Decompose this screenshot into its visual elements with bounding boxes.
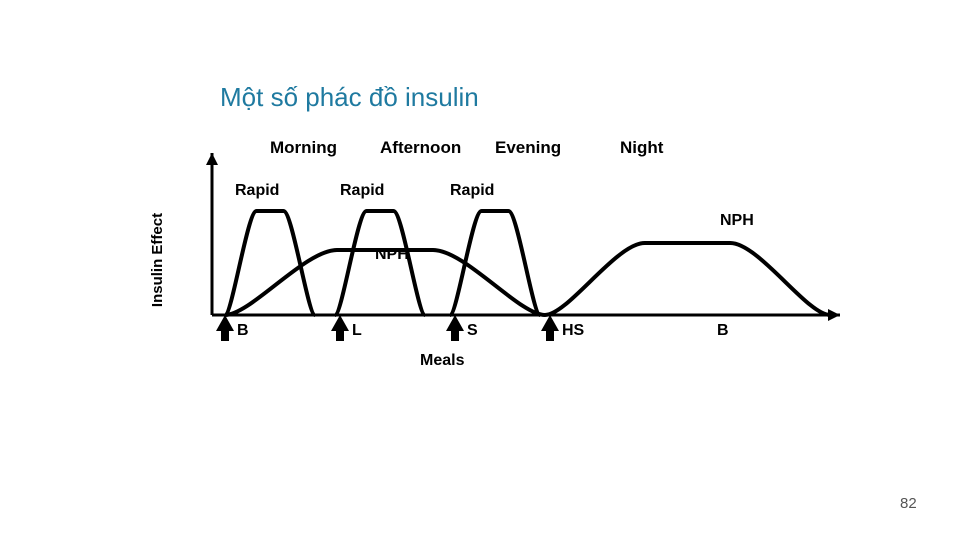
svg-text:Afternoon: Afternoon [380,138,461,157]
svg-text:Evening: Evening [495,138,561,157]
svg-text:Meals: Meals [420,352,465,369]
svg-text:Rapid: Rapid [340,182,384,199]
insulin-regimen-chart: Morning Afternoon Evening Night Rapid Rapid Ra… [150,135,850,385]
svg-text:Morning: Morning [270,138,337,157]
chart-svg: Morning Afternoon Evening Night Rapid Rapid Ra… [150,135,850,385]
svg-text:NPH: NPH [720,212,754,229]
svg-text:Rapid: Rapid [450,182,494,199]
svg-text:B: B [237,322,249,339]
slide-title: Một số phác đồ insulin [220,82,479,113]
svg-text:Insulin Effect: Insulin Effect [150,213,166,307]
svg-text:HS: HS [562,322,585,339]
page-number: 82 [900,495,917,512]
svg-text:Night: Night [620,138,664,157]
svg-text:L: L [352,322,362,339]
svg-text:Rapid: Rapid [235,182,279,199]
svg-text:NPH: NPH [375,246,409,263]
svg-text:B: B [717,322,729,339]
svg-text:S: S [467,322,478,339]
